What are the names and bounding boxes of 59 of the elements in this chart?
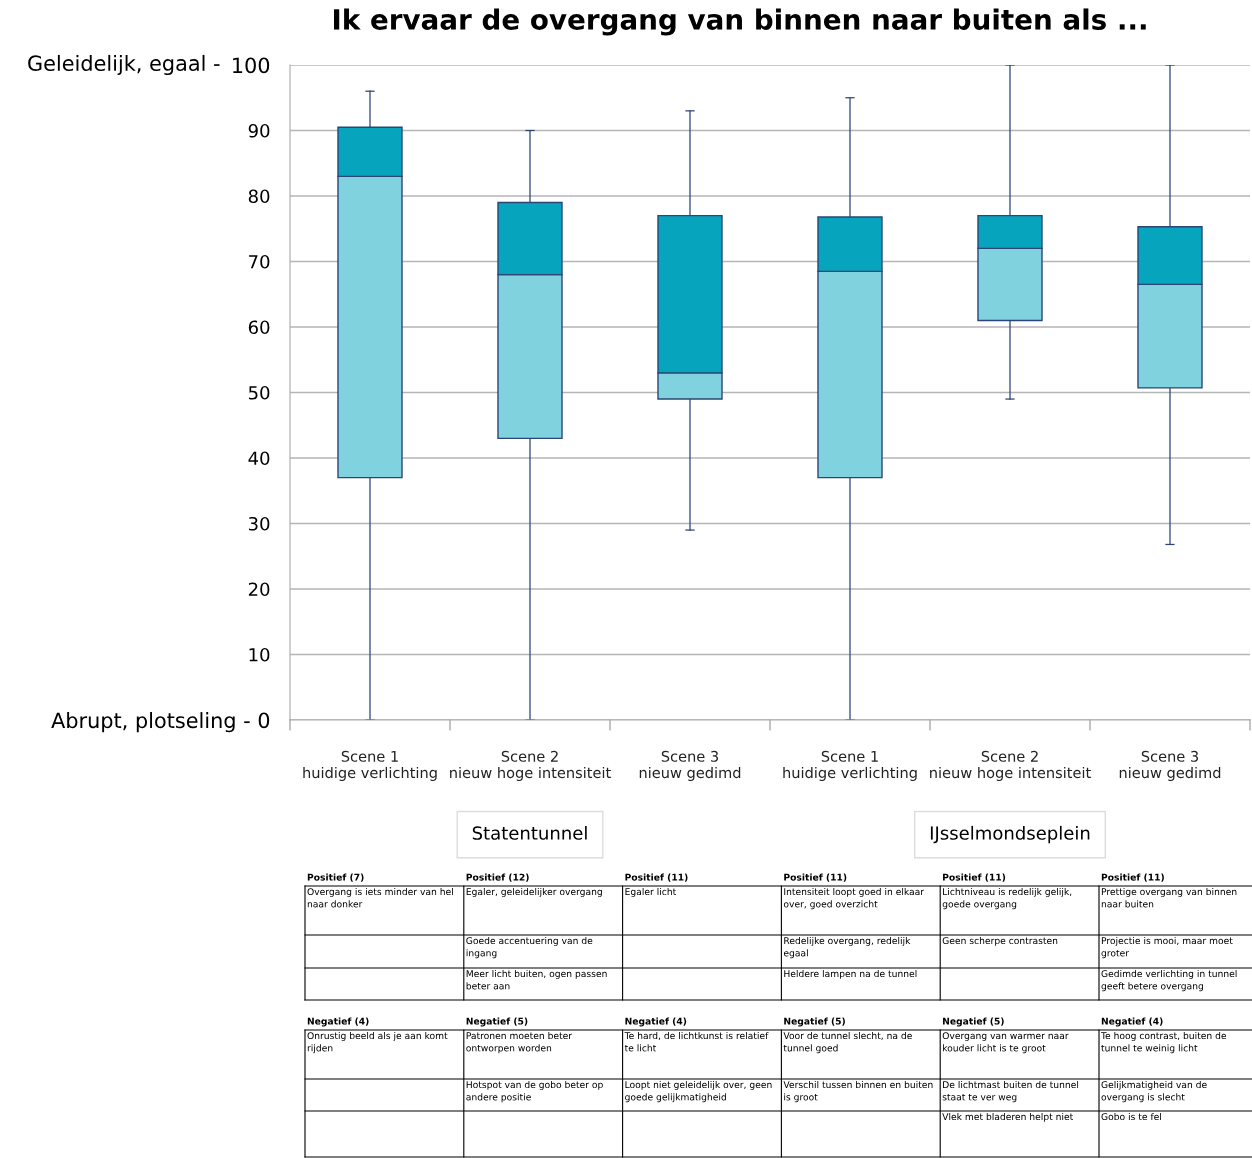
text: Negatief (4) (1101, 1017, 1163, 1027)
text: Statentunnel (472, 825, 587, 840)
y-tick-label: 80 (248, 189, 270, 204)
text: Positief (11) (943, 873, 1006, 882)
text: Positief (11) (1101, 873, 1164, 882)
text: Positief (11) (625, 873, 688, 882)
text: Geen scherpe contrasten (942, 937, 1058, 946)
text: Te hard, de lichtkunst is relatief te licht (624, 1032, 769, 1052)
text: Overgang van warmer naar kouder licht is te groot (942, 1032, 1069, 1054)
x-tick-label: Scene 2 nieuw hoge intensiteit (930, 750, 1091, 781)
text: Gobo is te fel (1101, 1113, 1161, 1121)
x-tick-label: Scene 1 huidige verlichting (783, 750, 917, 781)
text: Positief (11) (784, 873, 847, 882)
text: De lichtmast buiten de tunnel staat te ver weg (942, 1081, 1079, 1103)
y-tick-label: 50 (248, 385, 270, 400)
text: Meer licht buiten, ogen passen beter aan (466, 970, 607, 990)
y-tick-label: 40 (248, 451, 270, 466)
x-tick-label: Scene 2 nieuw hoge intensiteit (450, 750, 611, 781)
text: Patronen moeten beter ontworpen worden (466, 1032, 573, 1054)
text: Heldere lampen na de tunnel (784, 970, 917, 979)
text: Onrustig beeld als je aan komt rijden (307, 1032, 448, 1054)
text: Verschil tussen binnen en buiten is groot (783, 1081, 933, 1103)
text: Egaler, geleidelijker overgang (466, 888, 602, 897)
x-tick-label: Scene 3 nieuw gedimd (639, 750, 741, 781)
text: Negatief (4) (625, 1017, 687, 1027)
text: Loopt niet geleidelijk over, geen goede gelijkmatigheid (625, 1081, 772, 1103)
y-tick-label: 30 (248, 516, 270, 531)
text: Projectie is mooi, maar moet groter (1101, 937, 1233, 959)
text: Vlek met bladeren helpt niet (942, 1113, 1074, 1122)
text: Voor de tunnel slecht, na de tunnel goed (783, 1032, 912, 1054)
x-tick-label: Scene 3 nieuw gedimd (1119, 750, 1221, 781)
chart-title: Ik ervaar de overgang van binnen naar buiten als ... (334, 8, 1146, 36)
text: Positief (12) (466, 873, 529, 882)
y-tick-label: Abrupt, plotseling - 0 (51, 712, 270, 733)
text: IJsselmondseplein (930, 825, 1090, 844)
text: Geleidelijk, egaal - (28, 54, 220, 76)
text: Intensiteit loopt goed in elkaar over, goed overzicht (783, 888, 925, 910)
text: Negatief (5) (784, 1017, 845, 1027)
text: Goede accentuering van de ingang (466, 937, 593, 959)
text: Negatief (5) (943, 1017, 1004, 1027)
text: Overgang is iets minder van hel naar donker (307, 888, 453, 908)
text: Lichtniveau is redelijk gelijk, goede overgang (942, 888, 1072, 910)
text: Negatief (5) (466, 1017, 528, 1027)
y-tick-label: 70 (249, 254, 270, 269)
text: Prettige overgang van binnen naar buiten (1101, 888, 1237, 908)
y-tick-label: 20 (248, 582, 270, 597)
x-tick-label: Scene 1 huidige verlichting (303, 750, 437, 781)
text: Positief (7) (307, 873, 364, 882)
y-tick-label: 10 (249, 647, 270, 662)
text: Egaler licht (625, 888, 677, 897)
text: Hotspot van de gobo beter op andere positie (466, 1081, 603, 1103)
text: Negatief (4) (307, 1017, 369, 1027)
text: Te hoog contrast, buiten de tunnel te weinig licht (1100, 1032, 1227, 1054)
text: Redelijke overgang, redelijk egaal (783, 937, 911, 959)
y-tick-label: 100 (233, 57, 270, 74)
text: Gelijkmatigheid van de overgang is slecht (1101, 1081, 1207, 1103)
y-tick-label: 90 (248, 123, 270, 138)
text: Gedimde verlichting in tunnel geeft betere overgang (1101, 970, 1237, 992)
y-tick-label: 60 (248, 320, 270, 335)
